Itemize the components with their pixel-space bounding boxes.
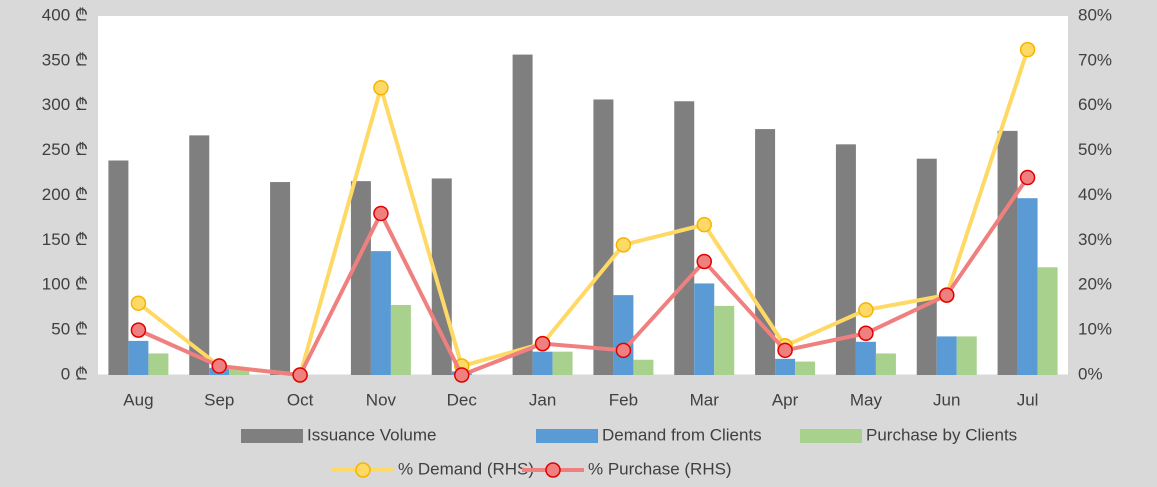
x-tick-label: Jul — [1017, 390, 1039, 409]
legend-label: % Purchase (RHS) — [588, 459, 732, 478]
bar — [532, 351, 553, 375]
bar — [855, 341, 876, 375]
marker — [777, 342, 793, 359]
marker — [858, 302, 874, 318]
bar — [875, 353, 896, 375]
y-tick-label: 50 ₾ — [51, 320, 88, 339]
y2-tick-label: 60% — [1078, 95, 1112, 114]
legend-label: % Demand (RHS) — [398, 459, 534, 478]
y-tick-label: 100 ₾ — [42, 275, 88, 294]
legend-label: Purchase by Clients — [866, 425, 1017, 444]
bar — [370, 251, 391, 375]
marker — [373, 205, 389, 222]
bar — [512, 54, 533, 375]
legend-swatch — [536, 429, 598, 443]
x-tick-label: Feb — [609, 390, 638, 409]
y2-tick-label: 50% — [1078, 140, 1112, 159]
marker — [939, 287, 955, 303]
bar — [755, 129, 776, 375]
marker — [696, 216, 712, 233]
y-tick-label: 200 ₾ — [42, 185, 88, 204]
x-tick-label: Jun — [933, 390, 960, 409]
bar — [997, 130, 1018, 375]
marker — [130, 322, 147, 338]
bar — [270, 182, 291, 375]
bar — [795, 361, 816, 375]
line — [137, 176, 1030, 377]
y-tick-label: 300 ₾ — [42, 95, 88, 114]
x-tick-label: Dec — [447, 390, 478, 409]
y2-tick-label: 0% — [1078, 364, 1103, 383]
x-tick-label: Sep — [204, 390, 234, 409]
bar — [694, 283, 715, 375]
y2-tick-label: 20% — [1078, 275, 1112, 294]
marker — [615, 342, 632, 359]
bar — [1017, 198, 1038, 375]
legend-swatch — [800, 429, 862, 443]
y2-tick-label: 80% — [1078, 5, 1112, 24]
marker — [211, 358, 227, 374]
marker — [1019, 41, 1036, 58]
bar — [593, 99, 614, 375]
bar — [916, 158, 937, 375]
y-tick-label: 0 ₾ — [61, 364, 88, 383]
bar — [956, 336, 977, 375]
x-tick-label: Oct — [287, 390, 314, 409]
marker — [454, 367, 470, 383]
x-tick-label: Jan — [529, 390, 556, 409]
bar — [390, 304, 411, 375]
marker — [373, 80, 389, 96]
bar — [714, 305, 735, 375]
x-tick-label: May — [850, 390, 883, 409]
y2-tick-label: 40% — [1078, 185, 1112, 204]
y-tick-label: 150 ₾ — [42, 230, 88, 249]
x-tick-label: Nov — [366, 390, 397, 409]
marker — [130, 295, 147, 311]
bar — [613, 295, 634, 375]
legend-swatch — [241, 429, 303, 443]
legend-label: Demand from Clients — [602, 425, 762, 444]
bar — [229, 367, 250, 375]
legend-marker — [545, 462, 561, 478]
marker — [615, 237, 632, 253]
bar — [1037, 267, 1058, 375]
legend-label: Issuance Volume — [307, 425, 436, 444]
bar — [633, 359, 654, 375]
marker — [292, 367, 308, 383]
legend-marker — [355, 462, 371, 478]
bar — [350, 181, 371, 375]
bar — [189, 135, 210, 375]
marker — [534, 335, 551, 352]
marker — [696, 253, 712, 270]
bar — [148, 353, 169, 375]
x-tick-label: Mar — [690, 390, 720, 409]
y2-tick-label: 10% — [1078, 320, 1112, 339]
x-tick-label: Aug — [123, 390, 153, 409]
y-tick-label: 250 ₾ — [42, 140, 88, 159]
y2-tick-label: 30% — [1078, 230, 1112, 249]
bar — [775, 358, 796, 375]
x-tick-label: Apr — [772, 390, 799, 409]
bar — [552, 351, 573, 375]
y-tick-label: 400 ₾ — [42, 5, 88, 24]
bar — [108, 160, 129, 375]
y2-tick-label: 70% — [1078, 50, 1112, 69]
y-tick-label: 350 ₾ — [42, 50, 88, 69]
marker — [1019, 169, 1036, 186]
bar — [936, 336, 957, 375]
marker — [858, 325, 874, 342]
bar — [674, 101, 695, 375]
bar — [128, 340, 149, 375]
